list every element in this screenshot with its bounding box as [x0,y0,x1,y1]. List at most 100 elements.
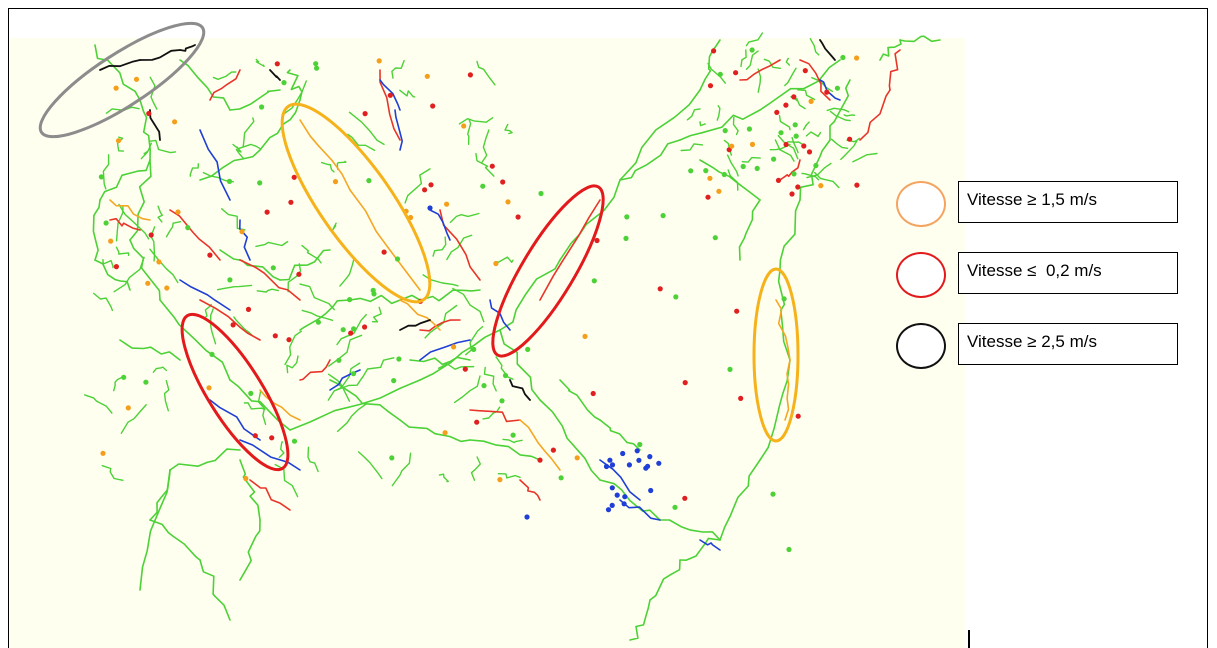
pipe-segment [115,246,130,256]
network-node [481,383,487,389]
pipe-segment [169,448,241,471]
pipe-segment [559,179,621,261]
network-node [620,450,626,457]
network-node [396,356,402,362]
network-node [474,419,480,425]
pipe-segment [279,249,331,281]
network-node [806,149,813,155]
pipe-segment [109,217,141,231]
pipe-segment [102,258,114,269]
pipe-segment [469,439,541,461]
pipe-segment [239,459,261,521]
network-node [248,390,254,396]
pipe-segment [741,156,761,163]
pipe-segment [659,519,721,541]
pipe-segment [438,473,449,483]
network-node [783,102,789,108]
network-node [461,123,467,129]
legend-circle-black [896,323,946,369]
network-node [259,104,265,110]
network-node [574,455,580,461]
pipe-segment [149,469,171,521]
pipe-segment [152,366,168,373]
network-node [209,351,215,357]
pipe-segment [775,299,791,361]
network-node [626,462,633,468]
pipe-segment [774,139,795,162]
pipe-segment [811,77,834,93]
pipe-segment [212,71,237,80]
pipe-segment [259,389,301,421]
pipe-segment [299,119,351,191]
text-cursor-mark [968,630,970,648]
pipe-segment [256,288,280,293]
network-node [245,306,252,312]
pipe-segment [791,136,799,154]
pipe-segment [92,199,101,261]
network-node [707,175,713,181]
pipe-segment [745,32,764,47]
pipe-segment [284,330,303,366]
pipe-segment [120,404,147,434]
network-node [272,333,278,339]
pipe-segment [732,116,739,136]
pipe-segment [210,308,217,345]
pipe-segment [139,49,181,61]
pipe-segment [629,599,651,641]
pipe-segment [243,402,266,411]
pipe-segment [221,208,246,231]
pipe-segment [559,379,601,421]
pipe-segment [336,313,367,346]
network-node [738,395,744,401]
pipe-segment [453,375,481,404]
pipe-segment [199,129,231,201]
network-node [121,374,127,380]
network-node [510,432,516,438]
pipe-segment [806,162,832,179]
network-node [840,54,846,61]
network-node [296,271,302,277]
network-node [362,324,368,330]
pipe-segment [189,163,200,177]
pipe-segment [101,465,124,481]
pipe-segment [452,287,485,323]
pipe-segment [327,376,364,401]
network-node [103,220,109,226]
network-node [854,182,860,188]
network-node [444,201,450,207]
pipe-segment [269,69,281,81]
network-node [770,491,776,497]
pipe-segment [301,309,334,321]
network-node [703,168,709,174]
pipe-segment [801,172,820,181]
pipe-segment [707,62,726,84]
network-node [834,85,841,91]
pipe-segment [739,59,781,81]
network-node [505,199,511,205]
network-node [243,475,249,482]
pipe-segment [799,59,831,101]
network-node [424,73,430,79]
network-node [239,229,245,235]
network-node [381,249,387,255]
network-node [427,205,433,211]
pipe-segment [840,140,858,161]
pipe-segment [282,80,307,116]
network-node [394,256,401,262]
pipe-segment [399,89,416,98]
pipe-segment [139,469,171,591]
pipe-segment [699,539,721,551]
pipe-segment [777,134,799,160]
pipe-segment [163,380,170,412]
pipe-segment [379,79,401,111]
legend-circle-red [896,252,946,298]
network-node [746,126,753,132]
pipe-segment [239,439,301,471]
pipe-segment [680,143,704,152]
pipe-segment [779,159,801,181]
pipe-segment [157,205,163,223]
pipe-segment [483,366,497,392]
network-node [525,346,531,352]
pipe-segment [301,244,322,264]
pipe-segment [497,473,521,479]
